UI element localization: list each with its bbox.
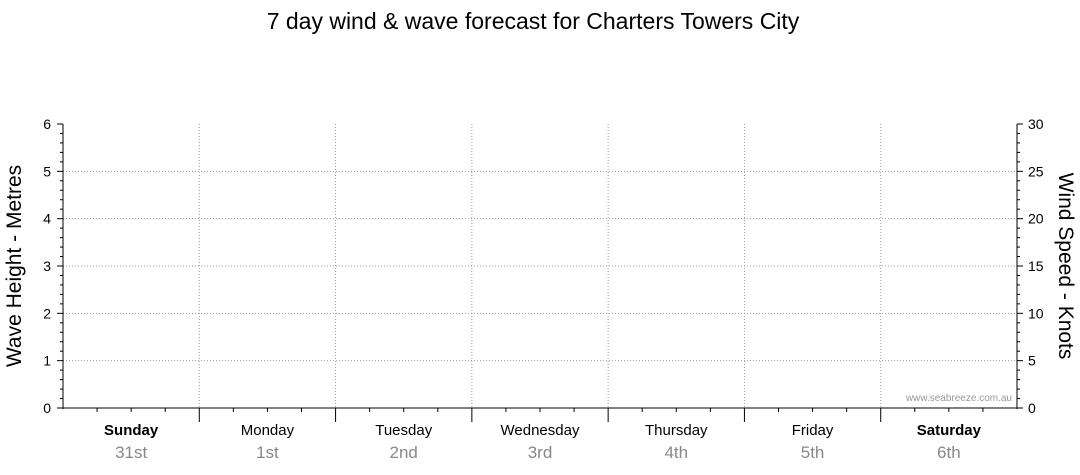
left-axis-title: Wave Height - Metres [3,165,26,367]
left-tick-label: 6 [43,116,51,132]
right-tick-label: 15 [1028,258,1044,274]
right-tick-label: 5 [1028,353,1036,369]
day-name-label: Wednesday [501,422,580,439]
day-labels: Sunday 31st Monday 1st Tuesday 2nd Wednesday 3r… [104,422,982,462]
right-tick-label: 10 [1028,305,1044,321]
day-date-label: 1st [256,443,279,462]
left-tick-label: 3 [43,258,51,274]
day-name-label: Friday [792,422,834,439]
left-tick-label: 2 [43,305,51,321]
left-tick-label: 5 [43,163,51,179]
right-tick-label: 20 [1028,211,1044,227]
left-tick-label: 0 [43,400,51,416]
day-name-label: Thursday [645,422,708,439]
right-axis-ticks: 0 5 10 15 20 25 30 [1017,116,1044,416]
day-date-label: 3rd [528,443,553,462]
axes [62,124,1018,422]
watermark: www.seabreeze.com.au [905,393,1012,404]
day-date-label: 5th [801,443,825,462]
day-date-label: 4th [664,443,688,462]
right-tick-label: 30 [1028,116,1044,132]
chart-title: 7 day wind & wave forecast for Charters … [267,8,800,34]
right-axis-title: Wind Speed - Knots [1054,173,1077,360]
day-name-label: Saturday [917,422,982,439]
day-name-label: Monday [241,422,295,439]
left-tick-label: 1 [43,353,51,369]
right-tick-label: 25 [1028,163,1044,179]
left-tick-label: 4 [43,211,51,227]
grid [63,124,1017,408]
day-name-label: Tuesday [375,422,432,439]
day-date-label: 6th [937,443,961,462]
day-date-label: 2nd [390,443,418,462]
right-tick-label: 0 [1028,400,1036,416]
left-axis-ticks: 0 1 2 3 4 5 6 [43,116,63,416]
day-date-label: 31st [115,443,147,462]
day-name-label: Sunday [104,422,159,439]
